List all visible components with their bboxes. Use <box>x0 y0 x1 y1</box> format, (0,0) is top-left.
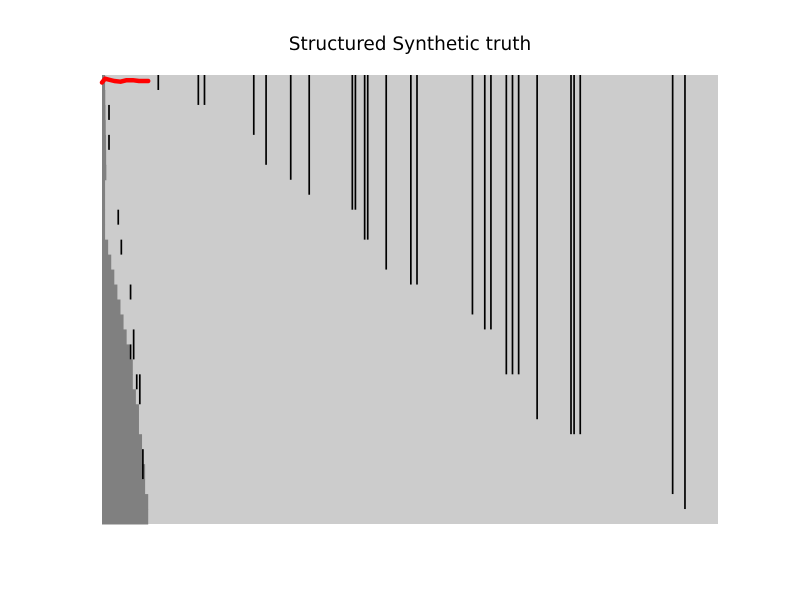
lower-region-cell <box>102 479 146 495</box>
lower-region-cell <box>102 494 149 510</box>
event-bar <box>129 344 132 360</box>
event-bar <box>120 239 123 255</box>
lower-region-cell <box>102 464 146 480</box>
event-bar <box>684 75 686 510</box>
event-bar <box>483 75 486 330</box>
event-bar <box>366 75 369 240</box>
event-bar <box>108 134 110 150</box>
event-bar <box>511 75 514 375</box>
event-bar <box>252 75 255 135</box>
event-bar <box>135 374 138 390</box>
lower-region-cell <box>102 404 139 420</box>
event-bar <box>570 75 572 435</box>
lower-region-cell <box>102 194 106 211</box>
lower-region-cell <box>102 359 133 375</box>
event-bar <box>138 374 141 405</box>
lower-region-cell <box>102 239 109 256</box>
chart-title: Structured Synthetic truth <box>288 34 532 55</box>
event-bar <box>490 75 492 330</box>
lower-region-cell <box>102 449 143 465</box>
event-bar <box>517 75 520 375</box>
event-bar <box>471 75 474 315</box>
event-bar <box>385 75 388 270</box>
lower-region-cell <box>102 344 130 360</box>
lower-region-cell <box>102 329 127 345</box>
lower-region-cell <box>102 374 133 390</box>
lower-region-cell <box>102 509 149 525</box>
lower-region-cell <box>102 164 107 181</box>
lower-region-cell <box>102 434 143 450</box>
lower-region-cell <box>102 104 106 121</box>
lower-region-cell <box>102 134 106 151</box>
lower-region-cell <box>102 284 118 300</box>
lower-region-cell <box>102 89 106 106</box>
plot-area <box>99 75 718 525</box>
event-bar <box>142 449 144 480</box>
event-bar <box>505 75 508 375</box>
event-bar <box>363 75 366 240</box>
lower-region-cell <box>102 209 106 226</box>
event-bar <box>203 75 206 105</box>
event-bar <box>129 284 132 300</box>
lower-region-cell <box>102 119 106 136</box>
event-bar <box>410 75 412 285</box>
event-bar <box>108 104 110 120</box>
event-bar <box>308 75 311 195</box>
event-bar <box>579 75 582 435</box>
lower-region-cell <box>102 269 115 286</box>
event-bar <box>289 75 292 180</box>
lower-region-cell <box>102 254 112 271</box>
lower-region-cell <box>102 179 106 196</box>
event-bar <box>117 209 120 225</box>
lower-region-cell <box>102 419 139 435</box>
lower-region-cell <box>102 224 106 241</box>
event-bar <box>132 329 135 360</box>
lower-region-cell <box>102 149 107 166</box>
lower-region-cell <box>102 299 121 315</box>
event-bar <box>197 75 200 105</box>
event-bar <box>671 75 674 495</box>
event-bar <box>536 75 538 420</box>
lower-region-cell <box>102 314 124 330</box>
event-bar <box>416 75 418 285</box>
event-bar <box>573 75 575 435</box>
event-bar <box>265 75 267 165</box>
event-bar <box>351 75 354 210</box>
lower-region-cell <box>102 389 136 405</box>
event-bar <box>157 75 160 90</box>
trace-line <box>99 76 151 85</box>
event-bar <box>354 75 357 210</box>
